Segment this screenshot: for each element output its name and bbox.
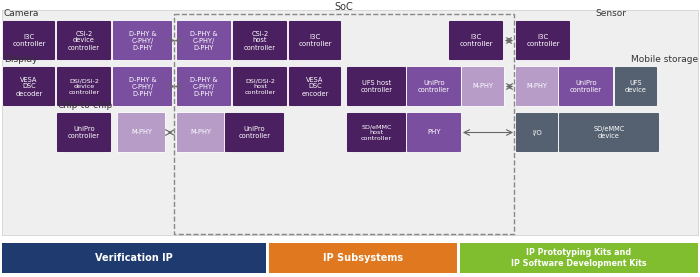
FancyBboxPatch shape — [615, 66, 657, 106]
Text: M-PHY: M-PHY — [473, 83, 494, 89]
Bar — [2, 243, 266, 273]
FancyBboxPatch shape — [118, 112, 165, 153]
Text: M-PHY: M-PHY — [131, 130, 152, 135]
Text: D-PHY &
C-PHY/
D-PHY: D-PHY & C-PHY/ D-PHY — [190, 30, 218, 50]
FancyBboxPatch shape — [407, 112, 461, 153]
Text: DSI/DSI-2
host
controller: DSI/DSI-2 host controller — [244, 78, 276, 95]
Text: Display: Display — [4, 55, 37, 64]
Text: Sensor: Sensor — [595, 9, 626, 18]
Text: SD/eMMC
device: SD/eMMC device — [594, 126, 624, 139]
Bar — [460, 243, 698, 273]
Text: UFS host
controller: UFS host controller — [360, 80, 393, 93]
Text: UFS
device: UFS device — [625, 80, 647, 93]
Text: Chip-to-chip: Chip-to-chip — [58, 101, 113, 110]
Text: I3C
controller: I3C controller — [13, 34, 46, 47]
FancyBboxPatch shape — [288, 20, 342, 60]
FancyBboxPatch shape — [57, 66, 111, 106]
Text: VESA
DSC
decoder: VESA DSC decoder — [15, 76, 43, 96]
Text: I3C
controller: I3C controller — [298, 34, 332, 47]
Text: M-PHY: M-PHY — [526, 83, 547, 89]
FancyBboxPatch shape — [57, 20, 111, 60]
Text: D-PHY &
C-PHY/
D-PHY: D-PHY & C-PHY/ D-PHY — [129, 76, 156, 96]
FancyBboxPatch shape — [232, 66, 288, 106]
FancyBboxPatch shape — [407, 66, 461, 106]
Text: DSI/DSI-2
device
controller: DSI/DSI-2 device controller — [69, 78, 99, 95]
Text: I3C
controller: I3C controller — [459, 34, 493, 47]
Text: I3C
controller: I3C controller — [526, 34, 560, 47]
Text: SoC: SoC — [335, 2, 354, 12]
Text: VESA
DSC
encoder: VESA DSC encoder — [302, 76, 328, 96]
Text: UniPro
controller: UniPro controller — [570, 80, 602, 93]
FancyBboxPatch shape — [515, 66, 559, 106]
FancyBboxPatch shape — [232, 20, 288, 60]
FancyBboxPatch shape — [3, 66, 55, 106]
Text: CSI-2
host
controller: CSI-2 host controller — [244, 30, 276, 50]
FancyBboxPatch shape — [515, 20, 570, 60]
FancyBboxPatch shape — [461, 66, 505, 106]
FancyBboxPatch shape — [449, 20, 503, 60]
Text: CSI-2
device
controller: CSI-2 device controller — [68, 30, 100, 50]
Bar — [174, 14, 514, 234]
FancyBboxPatch shape — [559, 112, 659, 153]
Text: Mobile storage: Mobile storage — [631, 55, 698, 64]
Text: IP Subsystems: IP Subsystems — [323, 253, 403, 263]
Bar — [2, 10, 698, 235]
FancyBboxPatch shape — [3, 20, 55, 60]
Text: Verification IP: Verification IP — [95, 253, 173, 263]
Text: I/O: I/O — [532, 130, 542, 135]
Text: M-PHY: M-PHY — [190, 130, 211, 135]
FancyBboxPatch shape — [225, 112, 284, 153]
Text: PHY: PHY — [427, 130, 441, 135]
Text: UniPro
controller: UniPro controller — [68, 126, 100, 139]
FancyBboxPatch shape — [559, 66, 613, 106]
FancyBboxPatch shape — [346, 66, 407, 106]
FancyBboxPatch shape — [113, 20, 172, 60]
FancyBboxPatch shape — [346, 112, 407, 153]
Text: UniPro
controller: UniPro controller — [418, 80, 450, 93]
Bar — [269, 243, 457, 273]
FancyBboxPatch shape — [515, 112, 559, 153]
Text: Camera: Camera — [4, 9, 39, 18]
FancyBboxPatch shape — [176, 112, 225, 153]
FancyBboxPatch shape — [176, 20, 232, 60]
Text: IP Prototyping Kits and
IP Software Development Kits: IP Prototyping Kits and IP Software Deve… — [511, 248, 647, 268]
FancyBboxPatch shape — [57, 112, 111, 153]
Text: SD/eMMC
host
controller: SD/eMMC host controller — [361, 124, 392, 141]
FancyBboxPatch shape — [176, 66, 232, 106]
Text: D-PHY &
C-PHY/
D-PHY: D-PHY & C-PHY/ D-PHY — [190, 76, 218, 96]
Text: UniPro
controller: UniPro controller — [239, 126, 270, 139]
FancyBboxPatch shape — [113, 66, 172, 106]
Text: D-PHY &
C-PHY/
D-PHY: D-PHY & C-PHY/ D-PHY — [129, 30, 156, 50]
FancyBboxPatch shape — [288, 66, 342, 106]
